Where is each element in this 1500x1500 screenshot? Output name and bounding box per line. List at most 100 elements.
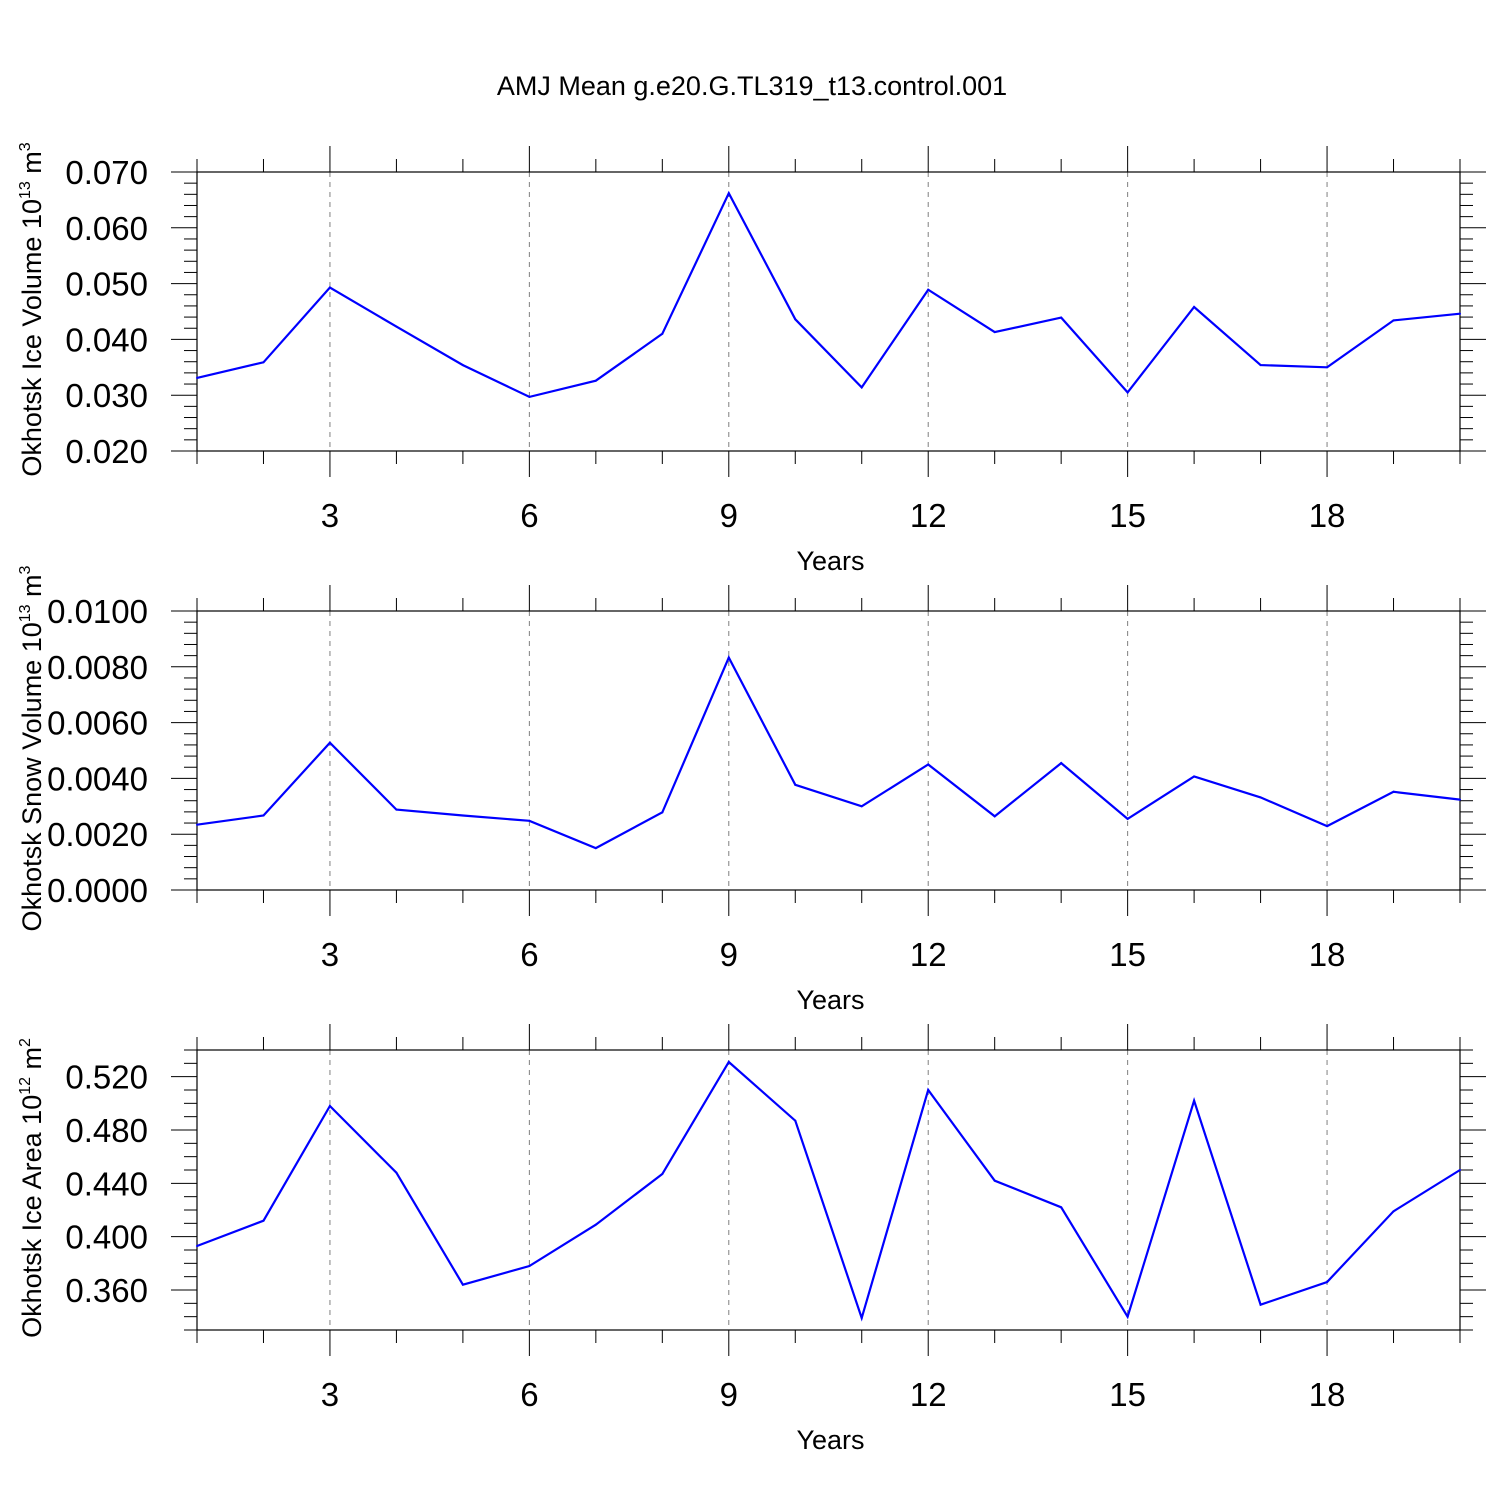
- ice-volume-data-point: [794, 318, 797, 321]
- ice-volume-data-point: [727, 192, 730, 195]
- snow-volume-y-axis-title: Okhotsk Snow Volume 1013 m3: [17, 565, 47, 931]
- ice-area-y-axis-title-unit: m: [17, 1047, 47, 1077]
- ice-volume-y-axis-title-unit: m: [17, 151, 47, 181]
- ice-area-data-point: [1259, 1303, 1262, 1306]
- snow-volume-x-tick-label: 12: [910, 936, 947, 973]
- ice-area-x-tick-label: 9: [720, 1376, 738, 1413]
- snow-volume-y-tick-label: 0.0040: [47, 760, 148, 797]
- snow-volume-data-point: [1259, 796, 1262, 799]
- ice-area-y-axis-title-unit-exponent: 2: [17, 1038, 34, 1047]
- ice-area-y-axis-title: Okhotsk Ice Area 1012 m2: [17, 1038, 47, 1338]
- snow-volume-data-point: [395, 808, 398, 811]
- ice-area-data-point: [794, 1119, 797, 1122]
- snow-volume-data-point: [794, 783, 797, 786]
- snow-volume-data-point: [1126, 817, 1129, 820]
- snow-volume-data-point: [860, 805, 863, 808]
- snow-volume-data-point: [528, 819, 531, 822]
- ice-volume-x-tick-label: 6: [520, 497, 538, 534]
- snow-volume-x-tick-label: 3: [321, 936, 339, 973]
- snow-volume-y-tick-label: 0.0100: [47, 593, 148, 630]
- ice-area-x-tick-label: 12: [910, 1376, 947, 1413]
- ice-volume-x-tick-label: 18: [1309, 497, 1346, 534]
- ice-volume-data-point: [1459, 312, 1461, 315]
- ice-area-data-point: [328, 1105, 331, 1107]
- snow-volume-x-axis-title: Years: [796, 985, 864, 1015]
- snow-volume-y-tick-label: 0.0020: [47, 816, 148, 853]
- ice-area-data-point: [1060, 1206, 1063, 1209]
- snow-volume-x-tick-label: 6: [520, 936, 538, 973]
- ice-volume-data-point: [661, 332, 664, 335]
- ice-area-data-point: [927, 1089, 930, 1091]
- ice-volume-y-axis-title: Okhotsk Ice Volume 1013 m3: [17, 142, 47, 476]
- snow-volume-x-tick-label: 18: [1309, 936, 1346, 973]
- ice-area-data-point: [1126, 1315, 1129, 1318]
- ice-area-data-point: [262, 1219, 265, 1222]
- ice-area-y-tick-label: 0.520: [65, 1059, 148, 1096]
- ice-volume-x-tick-label: 9: [720, 497, 738, 534]
- snow-volume-y-tick-label: 0.0000: [47, 872, 148, 909]
- ice-area-y-axis-title-text: Okhotsk Ice Area 10: [17, 1095, 47, 1338]
- ice-volume-y-axis-title-text: Okhotsk Ice Volume 10: [17, 199, 47, 477]
- ice-area-data-point: [661, 1173, 664, 1175]
- snow-volume-y-axis-title-unit: m: [17, 574, 47, 604]
- ice-volume-data-point: [993, 331, 996, 334]
- ice-volume-data-point: [1193, 306, 1196, 309]
- ice-area-data-point: [860, 1317, 863, 1319]
- ice-volume-y-axis-title-unit-exponent: 3: [17, 142, 34, 151]
- ice-area-panel: 3 6 9 12 15 18 Years 0.360 0.400 0.440 0.480 0.520 O…: [17, 1024, 1486, 1455]
- ice-area-data-point: [594, 1223, 597, 1226]
- chart-title: AMJ Mean g.e20.G.TL319_t13.control.001: [497, 71, 1007, 101]
- snow-volume-data-point: [1060, 762, 1063, 765]
- ice-area-data-point: [395, 1171, 398, 1174]
- snow-volume-panel: 3 6 9 12 15 18 Years 0.0000 0.0020 0.0040 0.0060 0.…: [17, 565, 1486, 1015]
- ice-volume-y-tick-label: 0.020: [65, 433, 148, 470]
- ice-volume-plot-frame: [196, 171, 1461, 452]
- ice-volume-data-point: [594, 379, 597, 382]
- snow-volume-y-axis-title-unit-exponent: 3: [17, 565, 34, 574]
- ice-volume-y-tick-label: 0.040: [65, 321, 148, 358]
- ice-volume-x-tick-label: 12: [910, 497, 947, 534]
- snow-volume-y-axis-title-exponent: 13: [17, 604, 34, 622]
- ice-volume-series-line: [196, 190, 1461, 399]
- snow-volume-x-tick-label: 9: [720, 936, 738, 973]
- snow-volume-data-point: [196, 823, 198, 826]
- ice-area-plot-frame: [196, 1049, 1461, 1331]
- snow-volume-data-point: [1459, 798, 1461, 801]
- ice-area-data-point: [1326, 1281, 1329, 1283]
- ice-area-x-tick-label: 15: [1109, 1376, 1146, 1413]
- snow-volume-data-point: [1326, 825, 1329, 828]
- snow-volume-data-point: [993, 815, 996, 818]
- ice-area-data-point: [993, 1179, 996, 1182]
- ice-volume-data-point: [262, 361, 265, 364]
- ice-volume-data-point: [860, 386, 863, 389]
- snow-volume-series-line: [196, 655, 1461, 850]
- ice-volume-data-point: [1259, 364, 1262, 367]
- ice-area-y-tick-label: 0.360: [65, 1272, 148, 1309]
- ice-volume-data-point: [395, 325, 398, 328]
- ice-volume-y-tick-label: 0.030: [65, 377, 148, 414]
- ice-area-y-tick-label: 0.480: [65, 1112, 148, 1149]
- ice-area-y-axis-title-exponent: 12: [17, 1077, 34, 1095]
- ice-area-data-point: [528, 1265, 531, 1267]
- ice-volume-y-tick-label: 0.050: [65, 266, 148, 303]
- ice-area-data-point: [1193, 1099, 1196, 1102]
- ice-area-y-tick-label: 0.400: [65, 1219, 148, 1256]
- snow-volume-data-point: [1193, 775, 1196, 778]
- ice-area-data-point: [1459, 1169, 1461, 1171]
- ice-volume-x-axis-title: Years: [796, 546, 864, 576]
- ice-volume-data-point: [927, 288, 930, 291]
- ice-volume-data-point: [1060, 316, 1063, 319]
- ice-volume-y-axis-title-exponent: 13: [17, 181, 34, 199]
- ice-volume-data-point: [461, 364, 464, 367]
- snow-volume-data-point: [461, 814, 464, 817]
- snow-volume-data-point: [594, 847, 597, 850]
- ice-area-series-line: [196, 1060, 1461, 1322]
- ice-volume-y-tick-label: 0.060: [65, 210, 148, 247]
- snow-volume-data-point: [328, 741, 331, 744]
- ice-area-x-tick-label: 18: [1309, 1376, 1346, 1413]
- ice-volume-x-tick-label: 15: [1109, 497, 1146, 534]
- snow-volume-data-point: [1392, 790, 1395, 793]
- snow-volume-data-point: [661, 811, 664, 814]
- ice-volume-data-point: [528, 395, 531, 398]
